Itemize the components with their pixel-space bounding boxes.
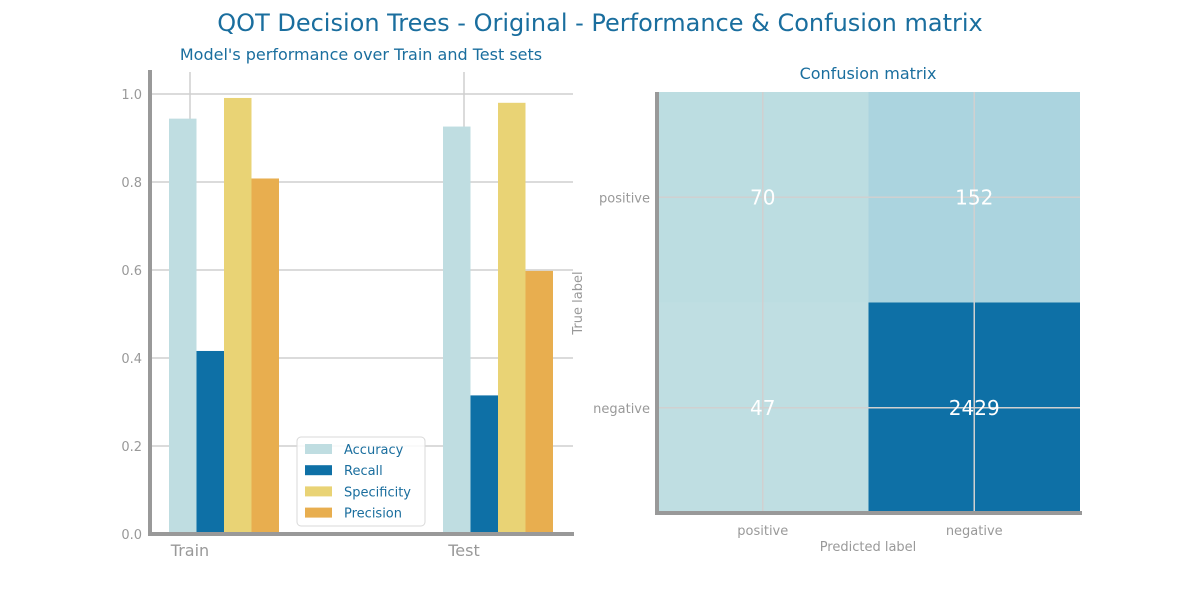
bar-precision-test (525, 270, 553, 534)
bar-specificity-test (498, 102, 526, 535)
bar-accuracy-train (169, 118, 197, 534)
y-tick-label: 0.6 (121, 264, 142, 279)
y-axis-label: True label (571, 271, 586, 335)
bar-chart-axes (148, 70, 574, 536)
figure-title: QOT Decision Trees - Original - Performa… (217, 9, 982, 37)
cm-value-label: 152 (955, 185, 993, 209)
x-tick-label: Train (170, 541, 209, 560)
x-axis-label: Predicted label (820, 540, 917, 555)
legend-swatch (305, 507, 332, 518)
bar-recall-train (196, 350, 224, 534)
confusion-matrix-title: Confusion matrix (800, 64, 937, 83)
cm-x-tick-label: negative (946, 524, 1003, 539)
bar-specificity-train (224, 97, 252, 535)
legend-label: Recall (344, 464, 383, 479)
y-tick-label: 1.0 (121, 88, 142, 103)
y-tick-label: 0.4 (121, 352, 142, 367)
cm-value-label: 70 (750, 185, 775, 209)
confusion-matrix-ticks: positive negative positive negative (593, 191, 1003, 539)
legend-swatch (305, 465, 332, 476)
confusion-matrix-axes (655, 92, 1082, 515)
bar-chart-title: Model's performance over Train and Test … (180, 45, 542, 64)
legend-swatch (305, 444, 332, 454)
cm-value-label: 47 (750, 396, 775, 420)
y-tick-label: 0.0 (121, 528, 142, 543)
bar-chart-bars (169, 97, 553, 535)
legend-swatch (305, 486, 332, 497)
performance-bar-chart: Model's performance over Train and Test … (121, 45, 574, 560)
confusion-matrix-grid: 70 152 47 2429 (657, 92, 1080, 513)
cm-x-tick-label: positive (737, 524, 788, 539)
bar-accuracy-test (443, 126, 471, 534)
legend-box (296, 436, 426, 527)
bar-chart-x-ticks: Train Test (170, 541, 480, 560)
legend-label: Accuracy (344, 443, 404, 458)
confusion-matrix-chart: Confusion matrix 70 152 47 2429 positive neg… (571, 64, 1082, 555)
bar-precision-train (251, 178, 279, 535)
confusion-matrix-cells (657, 92, 1080, 513)
x-tick-label: Test (447, 541, 480, 560)
cm-y-tick-label: negative (593, 402, 650, 417)
bar-chart-legend: Accuracy Recall Specificity Precision (296, 436, 426, 527)
bar-recall-test (470, 395, 498, 534)
legend-label: Precision (344, 507, 402, 522)
cm-y-tick-label: positive (599, 191, 650, 206)
cm-value-label: 2429 (949, 396, 1000, 420)
bar-chart-y-ticks: 0.0 0.2 0.4 0.6 0.8 1.0 (121, 88, 142, 543)
y-tick-label: 0.2 (121, 440, 142, 455)
legend-label: Specificity (344, 485, 411, 500)
y-tick-label: 0.8 (121, 176, 142, 191)
